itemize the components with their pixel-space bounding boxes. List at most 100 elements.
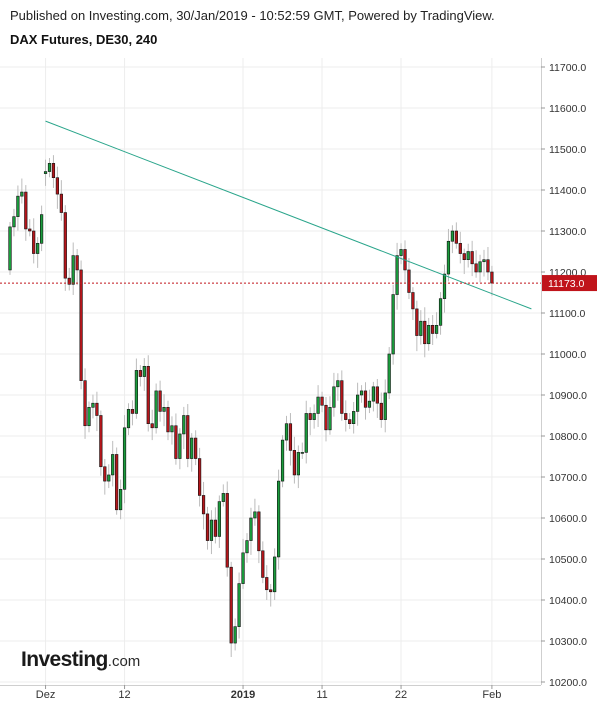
candle-down xyxy=(130,409,135,414)
candle-up xyxy=(387,353,391,394)
candle-up xyxy=(478,261,482,273)
candle-down xyxy=(150,423,154,429)
candle-down xyxy=(115,454,119,511)
candle-up xyxy=(20,191,24,197)
candle-down xyxy=(474,263,478,273)
candle-up xyxy=(371,386,376,402)
y-tick-label: 11300.0 xyxy=(549,226,586,238)
candle-down xyxy=(198,458,202,496)
candle-up xyxy=(217,501,221,537)
candle-up xyxy=(276,480,281,558)
candle-down xyxy=(257,511,261,552)
candle-up xyxy=(43,171,48,174)
candle-up xyxy=(328,406,332,431)
candle-up xyxy=(126,409,131,429)
candle-up xyxy=(71,255,75,285)
candle-down xyxy=(470,251,474,265)
candle-down xyxy=(158,390,162,412)
candle-up xyxy=(253,511,257,519)
candle-down xyxy=(411,292,415,310)
candle-down xyxy=(59,193,63,213)
candle-up xyxy=(91,402,95,408)
candle-down xyxy=(174,425,178,459)
candle-down xyxy=(375,386,379,404)
candle-down xyxy=(324,404,328,431)
candle-up xyxy=(154,390,158,429)
candle-down xyxy=(166,406,170,433)
candle-down xyxy=(201,495,206,515)
candle-down xyxy=(83,380,87,427)
candle-down xyxy=(486,259,490,273)
candle-up xyxy=(162,406,166,412)
logo-wordmark: Investing xyxy=(21,648,108,671)
candle-down xyxy=(344,413,348,420)
candle-up xyxy=(8,226,12,271)
x-tick-label: 22 xyxy=(395,689,407,701)
candle-up xyxy=(233,626,237,644)
time-axis: Dez 12 2019 11 22 Feb xyxy=(36,685,501,701)
candle-up xyxy=(395,255,399,295)
candle-up xyxy=(249,517,253,541)
candle-down xyxy=(63,212,67,279)
candle-down xyxy=(458,243,462,254)
candle-up xyxy=(466,251,470,260)
investing-logo: Investing.com xyxy=(21,648,140,674)
y-tick-label: 10800.0 xyxy=(549,431,587,443)
x-tick-label: 2019 xyxy=(231,689,255,701)
candle-down xyxy=(431,324,435,334)
candle-down xyxy=(75,255,79,271)
candle-down xyxy=(348,419,352,425)
candle-down xyxy=(146,365,150,424)
candle-up xyxy=(442,273,447,299)
y-tick-label: 11700.0 xyxy=(549,62,586,74)
candle-down xyxy=(99,415,103,468)
y-tick-label: 10900.0 xyxy=(549,390,587,402)
candle-up xyxy=(316,396,320,414)
logo-suffix: .com xyxy=(107,653,141,670)
candle-up xyxy=(170,425,174,433)
candle-down xyxy=(138,370,142,377)
y-tick-label: 11600.0 xyxy=(549,103,586,115)
candle-down xyxy=(55,177,59,195)
candle-up xyxy=(111,454,115,476)
candle-up xyxy=(391,294,395,355)
candle-up xyxy=(122,427,127,490)
x-tick-label: 11 xyxy=(316,689,327,701)
candle-down xyxy=(213,519,218,537)
y-tick-label: 11400.0 xyxy=(549,185,586,197)
candle-up xyxy=(296,452,300,476)
candle-up xyxy=(12,216,16,228)
last-price-label: 11173.0 xyxy=(542,275,597,292)
candle-up xyxy=(304,413,308,453)
candle-up xyxy=(284,423,289,441)
candle-down xyxy=(407,269,411,293)
last-price-text: 11173.0 xyxy=(548,278,585,290)
candle-up xyxy=(355,394,360,412)
candle-down xyxy=(79,269,83,381)
candle-up xyxy=(438,298,443,326)
candle-down xyxy=(340,380,344,414)
candle-up xyxy=(209,519,214,541)
candle-up xyxy=(87,406,91,427)
candle-down xyxy=(95,402,99,416)
candle-down xyxy=(103,466,107,482)
candle-up xyxy=(280,439,285,482)
candle-up xyxy=(446,240,451,275)
candle-down xyxy=(265,577,269,591)
candle-down xyxy=(269,589,273,593)
candle-down xyxy=(363,390,368,408)
candle-up xyxy=(16,195,20,217)
candle-down xyxy=(415,308,419,336)
candle-up xyxy=(312,413,316,420)
candle-up xyxy=(427,324,431,345)
candle-up xyxy=(190,437,194,459)
x-tick-label: Feb xyxy=(482,689,501,701)
candles xyxy=(8,155,494,657)
last-price-badge xyxy=(542,275,597,292)
price-axis: 11700.011600.011500.011400.011300.011200… xyxy=(541,62,587,689)
candle-up xyxy=(39,214,44,244)
y-tick-label: 11100.0 xyxy=(549,308,586,320)
candle-up xyxy=(237,583,241,627)
candle-up xyxy=(383,392,387,420)
